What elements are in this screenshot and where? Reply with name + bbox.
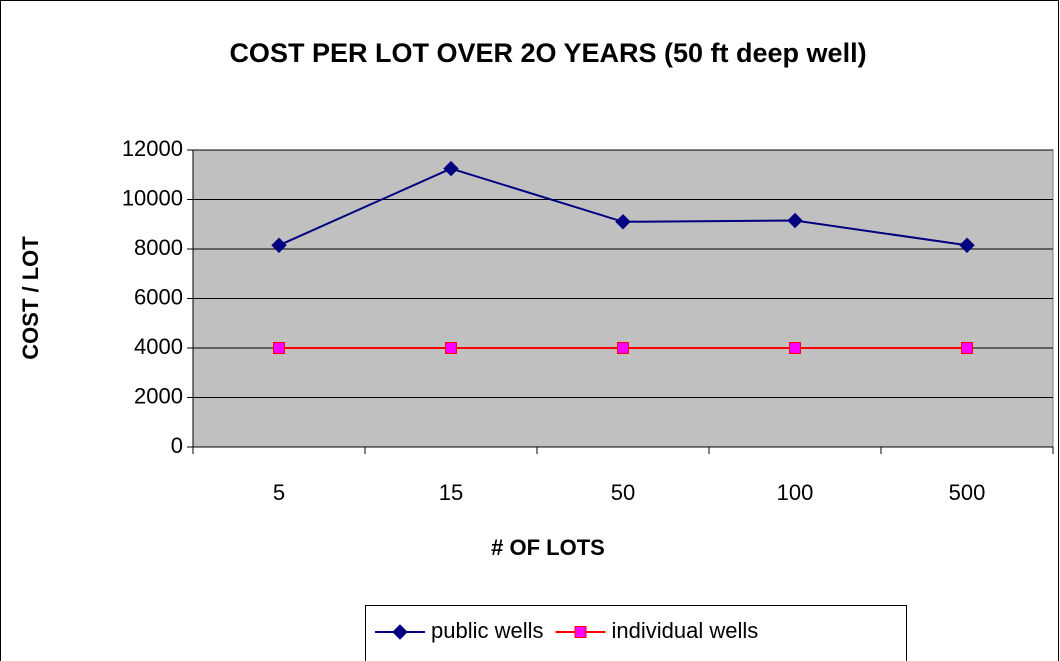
data-point — [273, 342, 285, 354]
legend-box — [365, 605, 907, 661]
x-tick-label: 100 — [777, 480, 814, 505]
data-point — [959, 237, 975, 253]
y-tick-label: 10000 — [122, 185, 183, 210]
y-tick-label: 8000 — [134, 235, 183, 260]
data-point — [787, 212, 803, 229]
data-point — [961, 342, 973, 354]
legend-label: public wells — [431, 618, 544, 643]
data-point — [445, 342, 457, 354]
y-tick-label: 0 — [171, 433, 183, 458]
x-tick-label: 5 — [273, 480, 285, 505]
data-point — [443, 160, 459, 177]
legend-label: individual wells — [612, 618, 759, 643]
data-point — [789, 342, 801, 354]
x-tick-label: 15 — [439, 480, 463, 505]
data-point — [271, 237, 287, 253]
chart-title: COST PER LOT OVER 2O YEARS (50 ft deep w… — [229, 38, 866, 68]
y-tick-label: 12000 — [122, 136, 183, 161]
y-tick-label: 6000 — [134, 284, 183, 309]
y-tick-label: 2000 — [134, 383, 183, 408]
y-axis-title: COST / LOT — [18, 236, 43, 360]
data-point — [615, 214, 631, 230]
legend-marker — [392, 624, 408, 640]
x-tick-label: 50 — [611, 480, 635, 505]
x-tick-label: 500 — [949, 480, 986, 505]
data-point — [617, 342, 629, 354]
y-tick-label: 4000 — [134, 334, 183, 359]
legend-marker — [574, 626, 587, 638]
x-axis-title: # OF LOTS — [491, 535, 605, 560]
